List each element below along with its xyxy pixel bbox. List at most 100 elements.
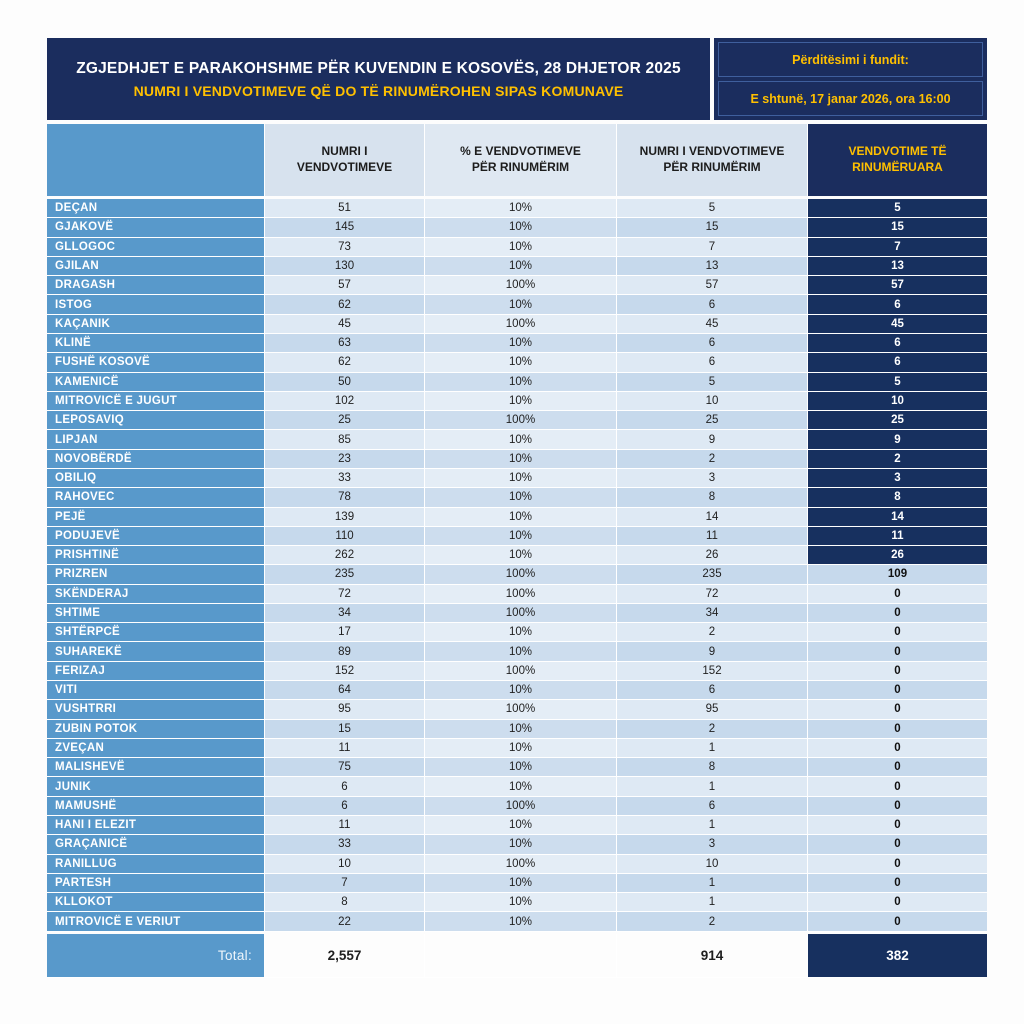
table-row: ZVEÇAN 11 10% 1 0 <box>47 738 987 759</box>
polling-stations-cell: 73 <box>265 237 425 257</box>
percent-recount-cell: 10% <box>425 835 617 855</box>
municipality-cell: PEJË <box>47 507 265 527</box>
recounted-cell: 5 <box>808 199 987 219</box>
stations-for-recount-cell: 14 <box>617 507 808 527</box>
percent-recount-cell: 10% <box>425 237 617 257</box>
table-row: RAHOVEC 78 10% 8 8 <box>47 488 987 508</box>
stations-for-recount-cell: 6 <box>617 353 808 373</box>
percent-recount-cell: 10% <box>425 391 617 412</box>
municipality-cell: PRIZREN <box>47 565 265 585</box>
percent-recount-cell: 100% <box>425 603 617 624</box>
polling-stations-cell: 75 <box>265 758 425 778</box>
recounted-cell: 15 <box>808 218 987 238</box>
polling-stations-cell: 25 <box>265 411 425 431</box>
polling-stations-cell: 89 <box>265 642 425 662</box>
header-band: ZGJEDHJET E PARAKOHSHME PËR KUVENDIN E K… <box>47 38 987 120</box>
polling-stations-cell: 50 <box>265 372 425 392</box>
municipality-cell: RAHOVEC <box>47 488 265 508</box>
header-line: PËR RINUMËRIM <box>663 160 761 174</box>
recounted-cell: 109 <box>808 565 987 585</box>
percent-recount-cell: 10% <box>425 256 617 277</box>
municipality-cell: SKËNDERAJ <box>47 584 265 604</box>
polling-stations-cell: 45 <box>265 314 425 334</box>
table-row: SKËNDERAJ 72 100% 72 0 <box>47 584 987 604</box>
stations-for-recount-cell: 152 <box>617 661 808 682</box>
stations-for-recount-cell: 34 <box>617 603 808 624</box>
stations-for-recount-cell: 11 <box>617 526 808 547</box>
municipality-cell: LEPOSAVIQ <box>47 411 265 431</box>
table-header-row: NUMRI I VENDVOTIMEVE % E VENDVOTIMEVE PË… <box>47 124 987 196</box>
recounted-cell: 26 <box>808 546 987 566</box>
stations-for-recount-cell: 10 <box>617 391 808 412</box>
recounted-cell: 0 <box>808 681 987 701</box>
recounted-cell: 14 <box>808 507 987 527</box>
recounted-cell: 0 <box>808 835 987 855</box>
polling-stations-cell: 23 <box>265 449 425 469</box>
table-row: ISTOG 62 10% 6 6 <box>47 295 987 315</box>
polling-stations-cell: 110 <box>265 526 425 547</box>
table-row: OBILIQ 33 10% 3 3 <box>47 468 987 489</box>
table-row: ZUBIN POTOK 15 10% 2 0 <box>47 719 987 739</box>
recounted-cell: 10 <box>808 391 987 412</box>
table-row: KAÇANIK 45 100% 45 45 <box>47 314 987 334</box>
percent-recount-cell: 10% <box>425 333 617 354</box>
stations-for-recount-cell: 6 <box>617 681 808 701</box>
total-recounted: 382 <box>808 933 987 978</box>
table-row: GJILAN 130 10% 13 13 <box>47 256 987 277</box>
municipality-cell: PARTESH <box>47 873 265 894</box>
table-row: MITROVICË E VERIUT 22 10% 2 0 <box>47 912 987 932</box>
table-row: LEPOSAVIQ 25 100% 25 25 <box>47 411 987 431</box>
recounted-cell: 6 <box>808 333 987 354</box>
total-label: Total: <box>47 933 265 978</box>
stations-for-recount-cell: 8 <box>617 758 808 778</box>
polling-stations-cell: 11 <box>265 816 425 836</box>
polling-stations-cell: 235 <box>265 565 425 585</box>
header-polling-stations: NUMRI I VENDVOTIMEVE <box>265 124 425 196</box>
header-municipality <box>47 124 265 196</box>
stations-for-recount-cell: 25 <box>617 411 808 431</box>
recounted-cell: 45 <box>808 314 987 334</box>
percent-recount-cell: 100% <box>425 276 617 296</box>
stations-for-recount-cell: 1 <box>617 777 808 797</box>
header-recounted-stations: VENDVOTIME TË RINUMËRUARA <box>808 124 987 196</box>
polling-stations-cell: 64 <box>265 681 425 701</box>
municipality-cell: SHTIME <box>47 603 265 624</box>
header-line: VENDVOTIMEVE <box>296 160 393 174</box>
polling-stations-cell: 62 <box>265 353 425 373</box>
last-update-label: Përditësimi i fundit: <box>718 42 983 77</box>
municipality-cell: ISTOG <box>47 295 265 315</box>
table-row: PEJË 139 10% 14 14 <box>47 507 987 527</box>
stations-for-recount-cell: 235 <box>617 565 808 585</box>
header-percent-recount: % E VENDVOTIMEVE PËR RINUMËRIM <box>425 124 617 196</box>
recounted-cell: 8 <box>808 488 987 508</box>
percent-recount-cell: 10% <box>425 642 617 662</box>
municipality-cell: HANI I ELEZIT <box>47 816 265 836</box>
stations-for-recount-cell: 2 <box>617 912 808 932</box>
percent-recount-cell: 10% <box>425 526 617 547</box>
municipality-cell: GJAKOVË <box>47 218 265 238</box>
recounted-cell: 9 <box>808 430 987 450</box>
polling-stations-cell: 139 <box>265 507 425 527</box>
percent-recount-cell: 10% <box>425 372 617 392</box>
stations-for-recount-cell: 6 <box>617 333 808 354</box>
recounted-cell: 2 <box>808 449 987 469</box>
stations-for-recount-cell: 15 <box>617 218 808 238</box>
recounted-cell: 0 <box>808 603 987 624</box>
header-line: PËR RINUMËRIM <box>471 160 570 174</box>
recounted-cell: 57 <box>808 276 987 296</box>
municipality-cell: MITROVICË E VERIUT <box>47 912 265 932</box>
recounted-cell: 0 <box>808 777 987 797</box>
percent-recount-cell: 10% <box>425 546 617 566</box>
municipality-cell: KLLOKOT <box>47 893 265 913</box>
recounted-cell: 0 <box>808 873 987 894</box>
table-row: MALISHEVË 75 10% 8 0 <box>47 758 987 778</box>
municipality-cell: MAMUSHË <box>47 796 265 816</box>
municipality-cell: PODUJEVË <box>47 526 265 547</box>
total-stations-for-recount: 914 <box>617 933 808 978</box>
municipality-cell: FUSHË KOSOVË <box>47 353 265 373</box>
table-row: HANI I ELEZIT 11 10% 1 0 <box>47 816 987 836</box>
percent-recount-cell: 10% <box>425 873 617 894</box>
stations-for-recount-cell: 10 <box>617 854 808 874</box>
percent-recount-cell: 100% <box>425 411 617 431</box>
percent-recount-cell: 100% <box>425 796 617 816</box>
